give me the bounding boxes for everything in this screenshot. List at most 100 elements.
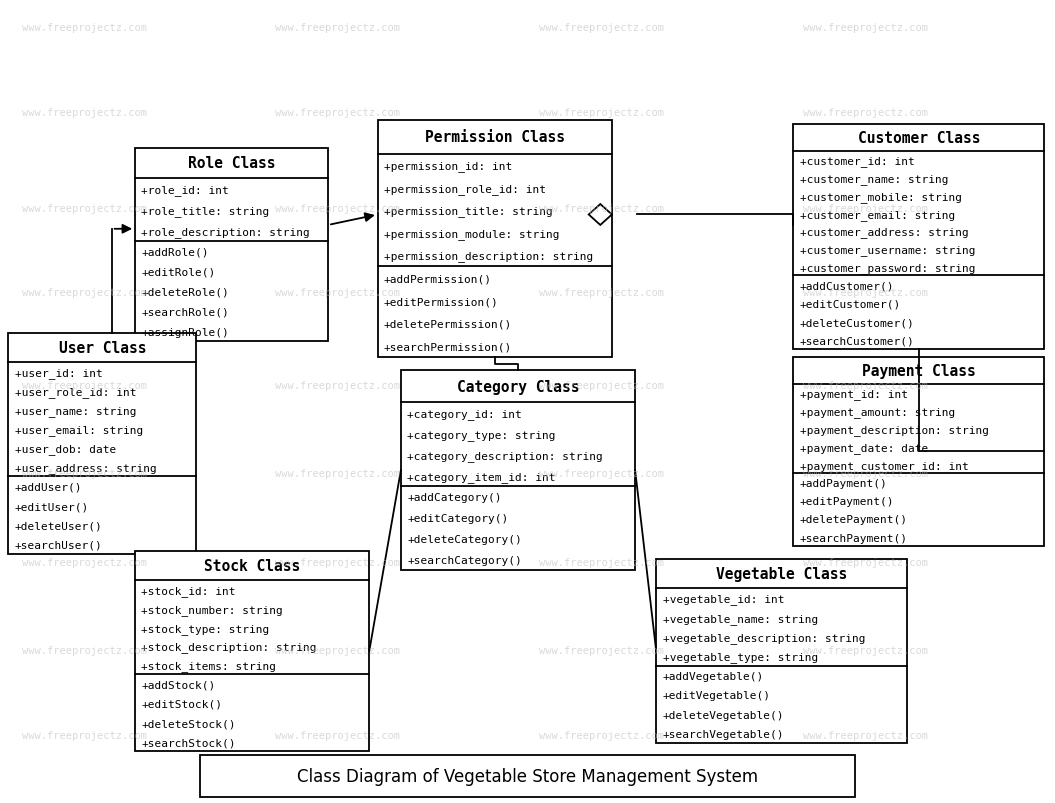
Text: +addPayment(): +addPayment() xyxy=(800,479,887,488)
Bar xyxy=(401,371,635,570)
Text: Class Diagram of Vegetable Store Management System: Class Diagram of Vegetable Store Managem… xyxy=(296,767,759,785)
Text: +deleteUser(): +deleteUser() xyxy=(15,521,102,531)
Text: www.freeprojectz.com: www.freeprojectz.com xyxy=(275,557,400,567)
Text: www.freeprojectz.com: www.freeprojectz.com xyxy=(22,730,147,740)
Text: www.freeprojectz.com: www.freeprojectz.com xyxy=(22,557,147,567)
Text: www.freeprojectz.com: www.freeprojectz.com xyxy=(275,204,400,214)
Text: +addCustomer(): +addCustomer() xyxy=(800,281,895,291)
Text: www.freeprojectz.com: www.freeprojectz.com xyxy=(539,288,664,298)
Text: www.freeprojectz.com: www.freeprojectz.com xyxy=(22,288,147,298)
Text: www.freeprojectz.com: www.freeprojectz.com xyxy=(22,23,147,33)
Text: +user_address: string: +user_address: string xyxy=(15,463,156,473)
Text: +user_name: string: +user_name: string xyxy=(15,406,136,416)
Text: +payment_description: string: +payment_description: string xyxy=(800,425,989,435)
Text: +editPermission(): +editPermission() xyxy=(384,296,499,307)
Text: +deletePayment(): +deletePayment() xyxy=(800,515,907,525)
Text: +payment_customer_id: int: +payment_customer_id: int xyxy=(800,460,968,471)
Text: +stock_type: string: +stock_type: string xyxy=(141,623,270,634)
Text: +user_email: string: +user_email: string xyxy=(15,424,143,435)
Text: +customer_email: string: +customer_email: string xyxy=(800,210,955,220)
Text: Role Class: Role Class xyxy=(188,157,275,171)
Text: +deleteRole(): +deleteRole() xyxy=(141,287,229,297)
Text: +deleteVegetable(): +deleteVegetable() xyxy=(663,710,784,719)
Text: +stock_id: int: +stock_id: int xyxy=(141,585,236,596)
Text: www.freeprojectz.com: www.freeprojectz.com xyxy=(275,646,400,655)
Text: +payment_date: date: +payment_date: date xyxy=(800,442,928,453)
Text: +searchUser(): +searchUser() xyxy=(15,540,102,550)
Text: +stock_number: string: +stock_number: string xyxy=(141,604,283,615)
Bar xyxy=(793,357,1044,546)
Text: www.freeprojectz.com: www.freeprojectz.com xyxy=(275,288,400,298)
Bar xyxy=(135,552,369,751)
Text: +searchRole(): +searchRole() xyxy=(141,308,229,317)
Text: www.freeprojectz.com: www.freeprojectz.com xyxy=(275,469,400,479)
Text: +stock_items: string: +stock_items: string xyxy=(141,661,276,671)
Text: www.freeprojectz.com: www.freeprojectz.com xyxy=(539,730,664,740)
Text: Category Class: Category Class xyxy=(457,379,579,394)
Text: +customer_password: string: +customer_password: string xyxy=(800,263,975,274)
Text: www.freeprojectz.com: www.freeprojectz.com xyxy=(803,469,927,479)
Text: +editStock(): +editStock() xyxy=(141,699,223,709)
Text: +customer_mobile: string: +customer_mobile: string xyxy=(800,192,962,202)
Text: +payment_amount: string: +payment_amount: string xyxy=(800,406,955,418)
Text: +customer_username: string: +customer_username: string xyxy=(800,245,975,256)
Text: +customer_id: int: +customer_id: int xyxy=(800,157,915,167)
Text: +permission_role_id: int: +permission_role_id: int xyxy=(384,184,546,194)
Text: www.freeprojectz.com: www.freeprojectz.com xyxy=(539,23,664,33)
Text: +addRole(): +addRole() xyxy=(141,247,209,257)
Bar xyxy=(656,560,907,743)
Text: +searchCustomer(): +searchCustomer() xyxy=(800,336,915,346)
Bar xyxy=(378,120,612,357)
Text: +role_title: string: +role_title: string xyxy=(141,206,270,217)
Text: www.freeprojectz.com: www.freeprojectz.com xyxy=(803,646,927,655)
Bar xyxy=(200,755,855,797)
Text: +vegetable_type: string: +vegetable_type: string xyxy=(663,651,818,662)
Text: +searchVegetable(): +searchVegetable() xyxy=(663,729,784,739)
Text: +vegetable_id: int: +vegetable_id: int xyxy=(663,593,784,605)
Text: +stock_description: string: +stock_description: string xyxy=(141,642,316,653)
Text: +deleteCustomer(): +deleteCustomer() xyxy=(800,318,915,328)
Text: +editCustomer(): +editCustomer() xyxy=(800,300,901,309)
Text: +editPayment(): +editPayment() xyxy=(800,497,895,507)
Text: +permission_module: string: +permission_module: string xyxy=(384,229,559,239)
Text: +category_type: string: +category_type: string xyxy=(407,430,556,440)
Text: +user_id: int: +user_id: int xyxy=(15,368,102,378)
Text: www.freeprojectz.com: www.freeprojectz.com xyxy=(539,204,664,214)
Text: www.freeprojectz.com: www.freeprojectz.com xyxy=(803,204,927,214)
Text: www.freeprojectz.com: www.freeprojectz.com xyxy=(803,730,927,740)
Text: +category_item_id: int: +category_item_id: int xyxy=(407,471,556,483)
Text: +category_description: string: +category_description: string xyxy=(407,450,603,462)
Text: www.freeprojectz.com: www.freeprojectz.com xyxy=(803,108,927,117)
Text: +permission_title: string: +permission_title: string xyxy=(384,206,553,217)
Text: www.freeprojectz.com: www.freeprojectz.com xyxy=(803,381,927,390)
Text: +customer_name: string: +customer_name: string xyxy=(800,174,948,185)
Text: User Class: User Class xyxy=(59,340,146,355)
Text: +deleteCategory(): +deleteCategory() xyxy=(407,535,522,544)
Text: +deletePermission(): +deletePermission() xyxy=(384,320,513,329)
Text: +role_description: string: +role_description: string xyxy=(141,226,310,238)
Text: www.freeprojectz.com: www.freeprojectz.com xyxy=(275,381,400,390)
Text: +editUser(): +editUser() xyxy=(15,501,89,512)
Text: +addPermission(): +addPermission() xyxy=(384,274,492,284)
Text: www.freeprojectz.com: www.freeprojectz.com xyxy=(803,288,927,298)
Text: www.freeprojectz.com: www.freeprojectz.com xyxy=(275,23,400,33)
Text: +permission_id: int: +permission_id: int xyxy=(384,161,513,173)
Text: +addUser(): +addUser() xyxy=(15,482,82,492)
Bar xyxy=(135,149,328,341)
Bar xyxy=(793,124,1044,349)
Text: www.freeprojectz.com: www.freeprojectz.com xyxy=(22,381,147,390)
Text: +deleteStock(): +deleteStock() xyxy=(141,718,236,728)
Text: +role_id: int: +role_id: int xyxy=(141,185,229,196)
Text: +editRole(): +editRole() xyxy=(141,267,215,277)
Text: www.freeprojectz.com: www.freeprojectz.com xyxy=(539,108,664,117)
Text: +vegetable_name: string: +vegetable_name: string xyxy=(663,613,818,624)
Text: www.freeprojectz.com: www.freeprojectz.com xyxy=(803,557,927,567)
Text: Customer Class: Customer Class xyxy=(858,131,980,145)
Text: www.freeprojectz.com: www.freeprojectz.com xyxy=(539,557,664,567)
Text: www.freeprojectz.com: www.freeprojectz.com xyxy=(275,730,400,740)
Text: www.freeprojectz.com: www.freeprojectz.com xyxy=(539,469,664,479)
Text: Stock Class: Stock Class xyxy=(204,559,301,573)
Text: +user_dob: date: +user_dob: date xyxy=(15,443,116,454)
Bar xyxy=(8,333,196,554)
Text: +assignRole(): +assignRole() xyxy=(141,328,229,337)
